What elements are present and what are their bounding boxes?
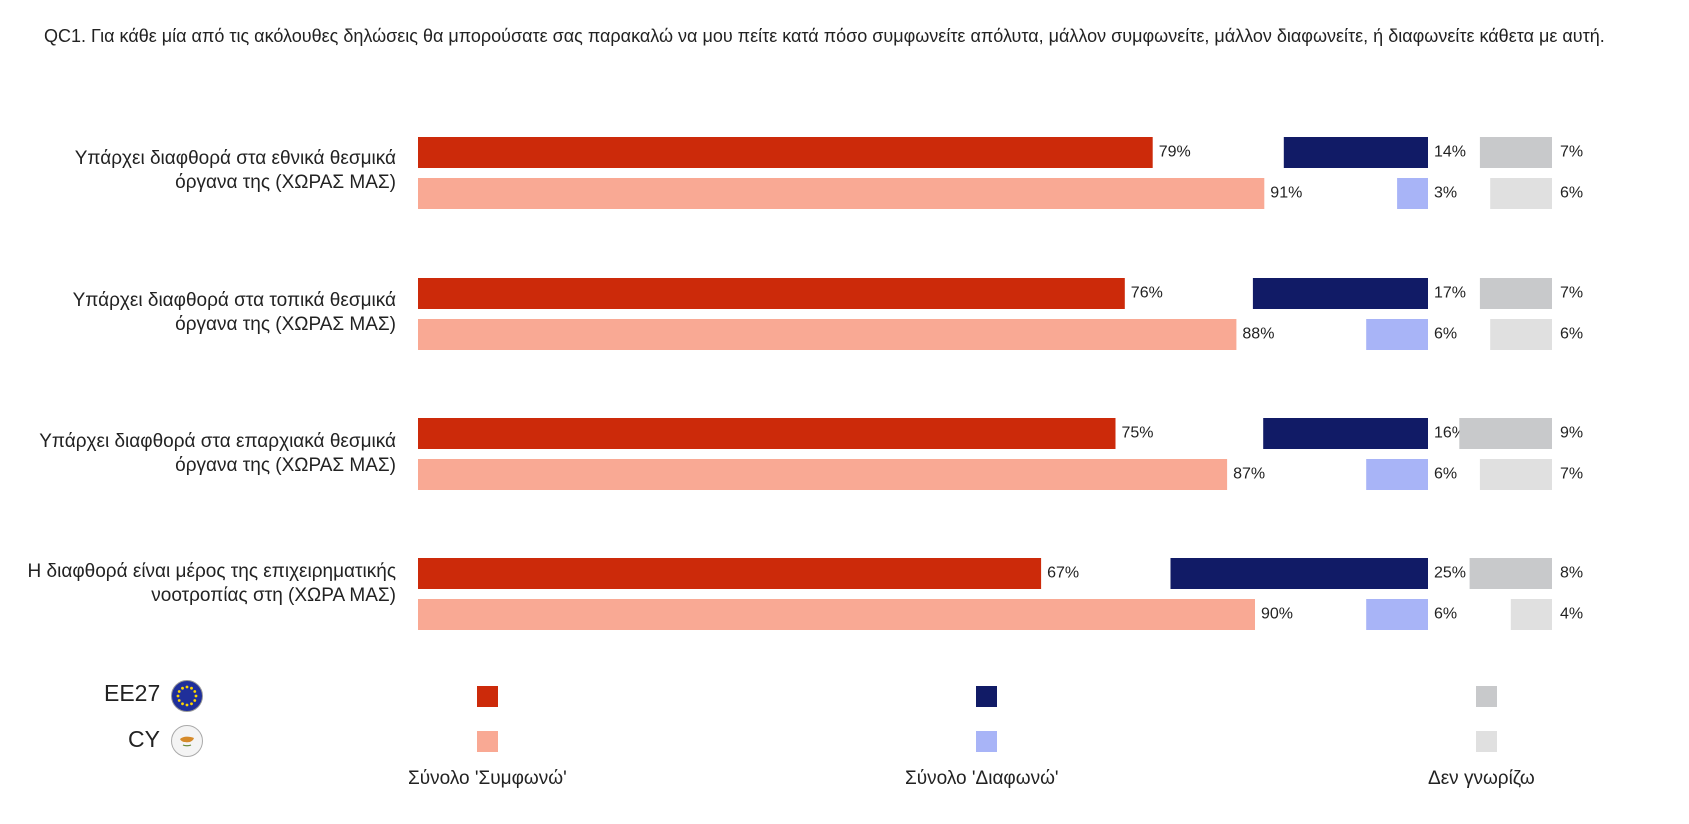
disagree-bar-eu: [1170, 558, 1428, 589]
legend-row-eu-label: ΕΕ27: [104, 680, 161, 706]
dontknow-value-label: 7%: [1560, 466, 1583, 483]
legend-dontknow-label: Δεν γνωρίζω: [1428, 768, 1535, 789]
legend-row-cy-label: CY: [128, 726, 160, 752]
agree-value-label: 88%: [1242, 326, 1274, 343]
disagree-value-label: 3%: [1434, 185, 1457, 202]
agree-bar-eu: [418, 418, 1116, 449]
dontknow-value-label: 8%: [1560, 565, 1583, 582]
agree-value-label: 90%: [1261, 606, 1293, 623]
legend-agree-label: Σύνολο 'Συμφωνώ': [408, 768, 567, 789]
dontknow-bar-eu: [1469, 558, 1552, 589]
cyprus-flag-icon: [171, 725, 203, 757]
agree-bar-cy: [418, 459, 1228, 490]
disagree-value-label: 25%: [1434, 565, 1466, 582]
disagree-bar-cy: [1366, 599, 1428, 630]
disagree-value-label: 6%: [1434, 326, 1457, 343]
dontknow-bar-cy: [1490, 178, 1552, 209]
dontknow-value-label: 9%: [1560, 425, 1583, 442]
category-label: Υπάρχει διαφθορά στα τοπικά θεσμικά όργα…: [72, 290, 396, 335]
category-label: Υπάρχει διαφθορά στα εθνικά θεσμικά όργα…: [74, 148, 396, 193]
dontknow-bar-cy: [1490, 319, 1552, 350]
agree-bar-cy: [418, 599, 1255, 630]
agree-value-label: 91%: [1270, 185, 1302, 202]
disagree-bar-cy: [1366, 319, 1428, 350]
dontknow-value-label: 7%: [1560, 285, 1583, 302]
legend-swatch-disagree-eu: [976, 686, 997, 707]
agree-bar-eu: [418, 137, 1153, 168]
disagree-bar-eu: [1263, 418, 1428, 449]
disagree-value-label: 6%: [1434, 466, 1457, 483]
dontknow-value-label: 6%: [1560, 185, 1583, 202]
category-label: Η διαφθορά είναι μέρος της επιχειρηματικ…: [27, 561, 396, 606]
legend-swatch-dk-cy: [1476, 731, 1497, 752]
agree-bar-cy: [418, 319, 1237, 350]
dontknow-bar-eu: [1459, 418, 1552, 449]
dontknow-value-label: 7%: [1560, 144, 1583, 161]
dontknow-value-label: 6%: [1560, 326, 1583, 343]
legend-disagree-label: Σύνολο 'Διαφωνώ': [905, 768, 1059, 789]
dontknow-bar-cy: [1510, 599, 1552, 630]
disagree-bar-cy: [1366, 459, 1428, 490]
disagree-value-label: 17%: [1434, 285, 1466, 302]
agree-value-label: 87%: [1233, 466, 1265, 483]
legend-swatch-disagree-cy: [976, 731, 997, 752]
agree-bar-eu: [418, 558, 1042, 589]
dontknow-bar-eu: [1479, 137, 1552, 168]
legend-swatch-dk-eu: [1476, 686, 1497, 707]
disagree-bar-cy: [1397, 178, 1428, 209]
disagree-bar-eu: [1283, 137, 1428, 168]
dontknow-bar-eu: [1479, 278, 1552, 309]
disagree-value-label: 6%: [1434, 606, 1457, 623]
dontknow-value-label: 4%: [1560, 606, 1583, 623]
agree-value-label: 67%: [1047, 565, 1079, 582]
disagree-value-label: 14%: [1434, 144, 1466, 161]
legend-swatch-agree-eu: [477, 686, 498, 707]
agree-bar-eu: [418, 278, 1125, 309]
agree-value-label: 76%: [1131, 285, 1163, 302]
legend-swatch-agree-cy: [477, 731, 498, 752]
disagree-bar-eu: [1252, 278, 1428, 309]
disagree-value-label: 16%: [1434, 425, 1466, 442]
agree-bar-cy: [418, 178, 1265, 209]
agree-value-label: 79%: [1159, 144, 1191, 161]
agree-value-label: 75%: [1122, 425, 1154, 442]
question-text: QC1. Για κάθε μία από τις ακόλουθες δηλώ…: [44, 26, 1605, 46]
category-label: Υπάρχει διαφθορά στα επαρχιακά θεσμικά ό…: [39, 431, 396, 476]
eu-flag-icon: [171, 680, 203, 712]
dontknow-bar-cy: [1479, 459, 1552, 490]
